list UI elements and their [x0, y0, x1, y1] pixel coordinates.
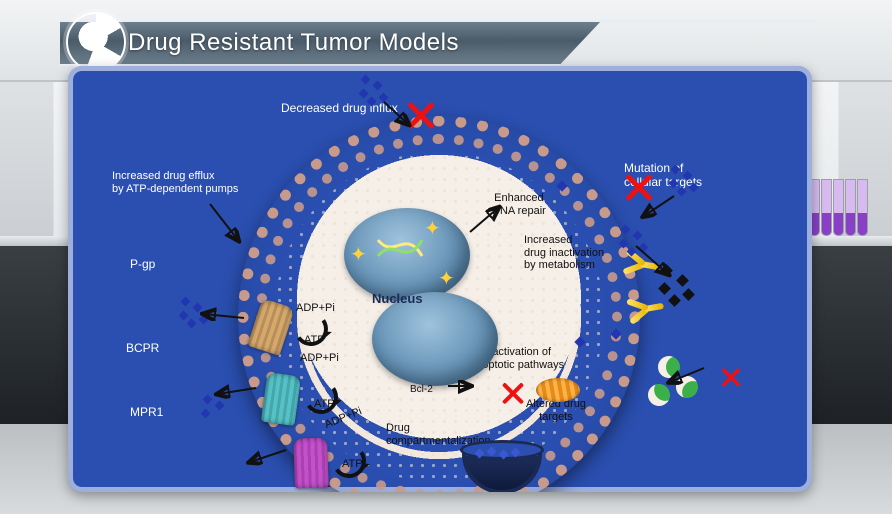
label-atp: ATP — [314, 398, 335, 411]
label-adppi: ADP+Pi — [296, 302, 335, 315]
block-x-icon — [624, 172, 654, 202]
cell-diagram: ✦ ✦ ✦ Enhanced DNA repair Increased drug… — [238, 116, 640, 492]
logo-icon — [66, 12, 126, 72]
page-title: Drug Resistant Tumor Models — [128, 29, 459, 57]
label-bcpr: BCPR — [126, 342, 159, 356]
label-metabolism: Increased drug inactivation by metabolis… — [524, 234, 604, 272]
spark-icon: ✦ — [350, 242, 367, 267]
block-x-icon — [406, 100, 436, 130]
label-adppi: ADP+Pi — [300, 352, 339, 365]
banner-tail — [562, 20, 822, 26]
vesicle-drugs-icon — [474, 448, 524, 462]
label-nucleus: Nucleus — [372, 292, 498, 386]
spark-icon: ✦ — [424, 216, 441, 241]
drug-cluster-icon — [200, 396, 236, 426]
spark-icon: ✦ — [438, 266, 455, 291]
altered-target-icon — [672, 372, 703, 403]
diagram-card: Decreased drug influx Mutation of cellul… — [68, 66, 812, 492]
label-dna-repair: Enhanced DNA repair — [492, 192, 546, 217]
block-x-icon — [501, 381, 525, 405]
altered-target-icon — [658, 356, 680, 378]
pump-mpr1-icon — [293, 437, 329, 488]
altered-target-icon — [644, 380, 675, 411]
title-banner: Drug Resistant Tumor Models — [60, 20, 602, 66]
label-atp: ATP — [304, 334, 325, 347]
drug-cluster-icon — [178, 298, 214, 328]
drug-cluster-icon — [668, 166, 704, 196]
label-pgp: P-gp — [130, 258, 155, 272]
drug-cluster-icon — [358, 76, 394, 106]
pump-bcpr-icon — [261, 372, 302, 426]
label-bcl2: Bcl-2 — [410, 384, 433, 396]
block-x-icon — [721, 367, 742, 388]
label-atp: ATP — [342, 458, 363, 471]
mitochondrion-icon — [536, 378, 580, 402]
drug-cluster-icon — [618, 226, 654, 256]
label-efflux: Increased drug efflux by ATP-dependent p… — [112, 170, 238, 195]
inactivated-drug-icon — [656, 266, 696, 306]
label-mpr1: MPR1 — [130, 406, 163, 420]
